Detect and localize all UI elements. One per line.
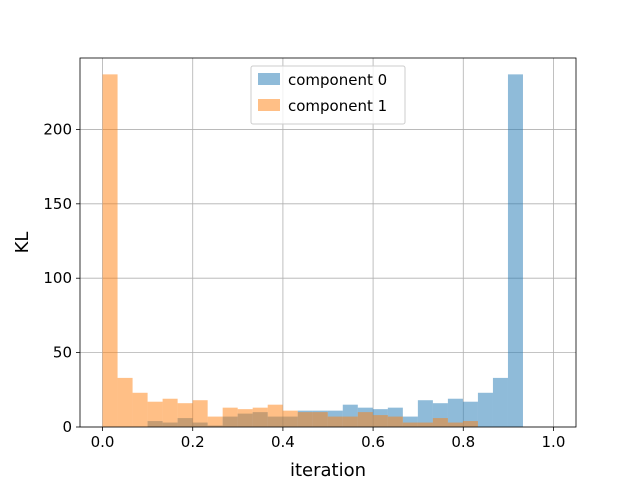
histogram-bar-component-0 <box>477 392 493 427</box>
histogram-bar-component-1 <box>102 74 118 427</box>
histogram-bar-component-1 <box>117 377 133 427</box>
histogram-bar-component-0 <box>447 398 463 427</box>
histogram-bar-component-1 <box>132 392 148 427</box>
histogram-bar-component-1 <box>462 421 478 427</box>
y-tick-label: 0 <box>62 418 72 436</box>
histogram-bar-component-1 <box>387 416 403 427</box>
histogram-bar-component-1 <box>207 416 223 427</box>
histogram-bar-component-1 <box>252 407 268 427</box>
legend-swatch-component-0 <box>258 73 280 85</box>
y-tick-label: 100 <box>43 269 72 287</box>
legend-swatch-component-1 <box>258 99 280 111</box>
histogram-bar-component-1 <box>237 409 253 427</box>
histogram-bar-component-1 <box>312 412 328 427</box>
histogram-bar-component-1 <box>327 416 343 427</box>
y-tick-label: 150 <box>43 195 72 213</box>
histogram-bar-component-1 <box>357 412 373 427</box>
histogram-bar-component-1 <box>222 407 238 427</box>
histogram-bar-component-0 <box>492 377 508 427</box>
x-axis-label: iteration <box>290 460 366 480</box>
histogram-bar-component-1 <box>267 404 283 427</box>
histogram-bar-component-1 <box>372 415 388 427</box>
x-tick-label: 0.4 <box>271 433 295 451</box>
y-axis-ticks: 0 50 100 150 200 <box>43 120 80 436</box>
histogram-bar-component-1 <box>147 401 163 427</box>
histogram-bar-component-1 <box>162 398 178 427</box>
histogram-bar-component-1 <box>417 422 433 427</box>
x-axis-ticks: 0.0 0.2 0.4 0.6 0.8 1.0 <box>91 427 566 451</box>
histogram-bar-component-0 <box>402 416 418 427</box>
y-tick-label: 200 <box>43 120 72 138</box>
plot-frame <box>79 57 577 428</box>
histogram-bar-component-0 <box>462 401 478 427</box>
x-tick-label: 1.0 <box>542 433 566 451</box>
histogram-bar-component-1 <box>432 418 448 427</box>
x-tick-label: 0.0 <box>91 433 115 451</box>
histogram-bars <box>102 74 523 427</box>
x-tick-label: 0.2 <box>181 433 205 451</box>
histogram-bar-component-1 <box>192 400 208 427</box>
histogram-bar-component-1 <box>402 422 418 427</box>
y-axis-label: KL <box>12 232 33 254</box>
x-tick-label: 0.6 <box>361 433 385 451</box>
legend: component 0 component 1 <box>250 65 406 125</box>
y-tick-label: 50 <box>53 344 72 362</box>
legend-box <box>250 65 406 125</box>
histogram-bar-component-1 <box>282 410 298 427</box>
histogram-bar-component-1 <box>177 403 193 427</box>
histogram-bar-component-1 <box>342 416 358 427</box>
x-tick-label: 0.8 <box>451 433 475 451</box>
histogram-bar-component-1 <box>297 412 313 427</box>
histogram-bar-component-1 <box>447 422 463 427</box>
histogram-bar-component-0 <box>507 74 523 427</box>
histogram-bar-component-0 <box>417 400 433 427</box>
legend-label-component-1: component 1 <box>288 97 387 115</box>
legend-label-component-0: component 0 <box>288 71 387 89</box>
